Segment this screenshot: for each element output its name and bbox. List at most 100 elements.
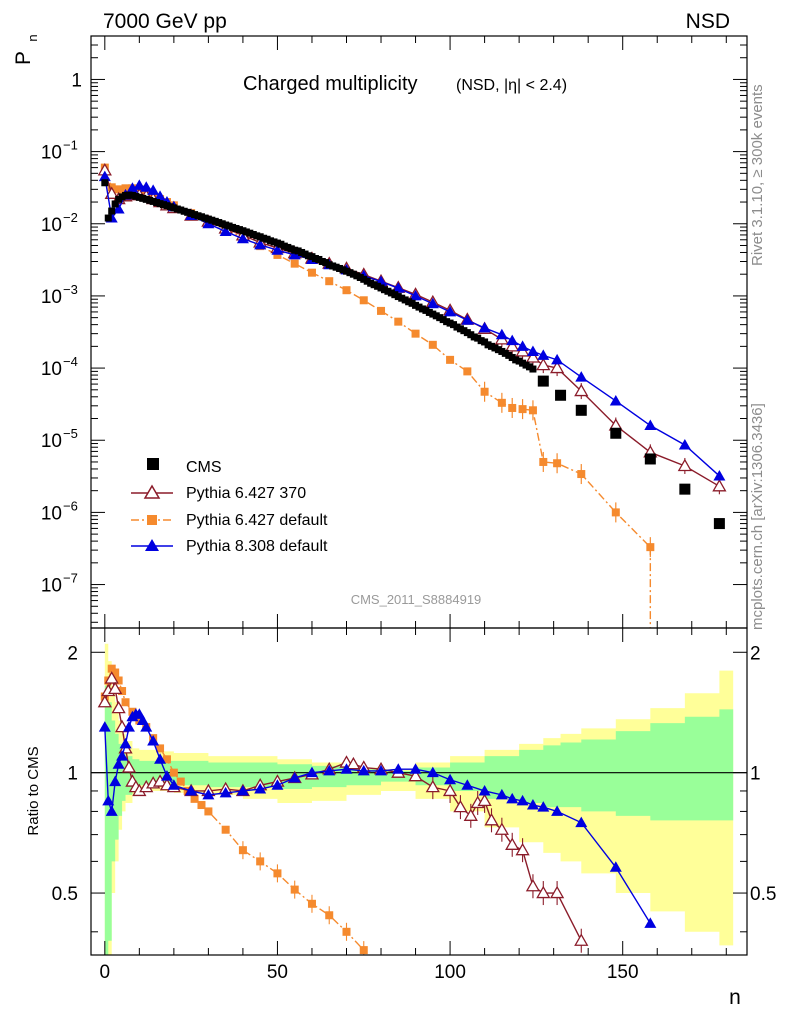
ratio-point-pythia8 xyxy=(392,763,405,774)
data-point-pythia8 xyxy=(609,394,622,406)
ratio-point-pythia8 xyxy=(537,801,550,812)
data-point-cms xyxy=(529,365,537,373)
main-chart-title: Charged multiplicity xyxy=(243,73,418,95)
ratio-point-pythia6-default xyxy=(221,825,230,834)
data-point-pythia8 xyxy=(254,238,267,250)
x-tick-label: 150 xyxy=(607,962,639,983)
data-point-pythia6-default xyxy=(359,296,368,305)
ratio-point-pythia8 xyxy=(609,861,622,872)
ratio-point-pythia8 xyxy=(461,779,474,790)
ratio-point-pythia6-370 xyxy=(536,885,551,899)
x-tick-label: 50 xyxy=(267,962,288,983)
ratio-point-pythia8 xyxy=(644,917,657,928)
data-point-pythia6-default xyxy=(463,367,472,376)
ratio-series-layer xyxy=(97,664,657,955)
data-point-cms xyxy=(644,453,656,465)
data-point-pythia6-default xyxy=(325,277,334,286)
data-point-pythia6-default xyxy=(377,306,386,315)
ratio-uncertainty-bands xyxy=(91,643,747,955)
x-tick-label: 100 xyxy=(434,962,466,983)
main-y-tick-exponent: −7 xyxy=(63,571,78,586)
data-point-pythia8 xyxy=(526,345,539,356)
ratio-point-pythia8 xyxy=(160,770,173,781)
ratio-point-pythia6-370 xyxy=(346,756,361,770)
ratio-point-pythia6-370 xyxy=(505,837,520,850)
ratio-point-pythia6-default xyxy=(121,698,130,707)
ratio-point-pythia6-default xyxy=(176,777,185,786)
ratio-point-pythia8 xyxy=(357,764,370,776)
ratio-point-pythia8 xyxy=(154,753,167,764)
ratio-y-tick-label: 0.5 xyxy=(52,884,78,905)
analysis-watermark: CMS_2011_S8884919 xyxy=(351,592,482,607)
ratio-point-pythia6-default xyxy=(273,869,282,878)
ratio-point-pythia8 xyxy=(409,763,422,774)
data-point-pythia6-default xyxy=(518,405,527,414)
legend-marker-cms xyxy=(147,458,159,470)
ratio-point-pythia8 xyxy=(506,792,519,804)
data-point-pythia8 xyxy=(644,419,657,431)
legend-label-pythia6-default: Pythia 6.427 default xyxy=(186,512,328,529)
ratio-point-pythia8 xyxy=(271,779,284,790)
data-point-pythia6-370 xyxy=(536,357,551,371)
data-point-pythia6-default xyxy=(553,459,562,468)
ratio-line-pythia6-default xyxy=(104,667,365,951)
data-point-pythia6-default xyxy=(411,329,420,338)
ratio-point-pythia8 xyxy=(147,734,160,746)
data-point-pythia6-default xyxy=(480,387,489,396)
data-point-pythia8 xyxy=(537,349,550,360)
ratio-point-pythia8 xyxy=(478,784,491,796)
data-point-pythia8 xyxy=(147,184,160,195)
ratio-point-pythia8 xyxy=(495,788,508,800)
data-point-pythia6-default xyxy=(611,508,620,517)
ratio-y-tick-label-right: 0.5 xyxy=(750,884,776,905)
ratio-point-pythia6-default xyxy=(111,668,120,677)
ratio-point-pythia6-370 xyxy=(97,694,112,708)
ratio-point-pythia6-370 xyxy=(463,808,478,821)
ratio-panel-frame xyxy=(90,627,748,956)
source-info-label: mcplots.cern.ch [arXiv:1306.3436] xyxy=(749,403,766,630)
ratio-y-tick-label-right: 1 xyxy=(750,764,761,785)
ratio-point-pythia6-370 xyxy=(515,842,530,856)
x-tick-label: 0 xyxy=(100,962,111,983)
ratio-point-pythia6-default xyxy=(325,911,334,920)
ratio-point-pythia6-default xyxy=(197,801,206,810)
ratio-point-pythia6-default xyxy=(118,687,127,696)
ratio-point-pythia6-370 xyxy=(574,933,589,946)
ratio-point-pythia8 xyxy=(305,766,318,778)
data-point-pythia8 xyxy=(506,334,519,346)
data-point-cms xyxy=(575,404,587,416)
ratio-point-pythia6-default xyxy=(342,927,351,936)
data-point-pythia6-default xyxy=(273,250,282,259)
ratio-point-pythia8 xyxy=(288,771,301,783)
data-point-cms xyxy=(537,375,549,387)
main-chart-subtitle: (NSD, |η| < 2.4) xyxy=(456,77,567,94)
ratio-point-pythia6-370 xyxy=(108,681,123,695)
data-point-pythia8 xyxy=(126,182,139,193)
ratio-point-pythia8 xyxy=(102,794,115,806)
main-series-layer xyxy=(97,163,727,628)
ratio-point-pythia6-370 xyxy=(121,760,137,773)
ratio-point-pythia6-default xyxy=(359,946,368,955)
main-axis-ticks: 10 −710 −610 −510 −410 −310 −210 −11 xyxy=(41,35,747,628)
ratio-point-pythia8 xyxy=(323,764,336,776)
data-point-pythia6-370 xyxy=(104,186,119,199)
ratio-point-pythia6-370 xyxy=(152,774,168,787)
main-y-tick-exponent: −6 xyxy=(63,498,78,513)
legend: CMS Pythia 6.427 370 Pythia 6.427 defaul… xyxy=(131,458,328,555)
data-point-cms xyxy=(101,179,109,187)
ratio-point-pythia6-default xyxy=(290,885,299,894)
data-point-cms xyxy=(713,518,725,530)
main-y-axis-label: P xyxy=(12,51,35,65)
main-y-tick-exponent: −4 xyxy=(63,354,78,369)
ratio-point-pythia6-default xyxy=(169,768,178,777)
data-point-pythia6-default xyxy=(528,406,537,415)
x-tick-labels: 0 50 100 150 xyxy=(100,962,639,983)
ratio-point-pythia6-370 xyxy=(549,885,565,899)
main-y-tick-label: 10 xyxy=(41,576,62,597)
ratio-point-pythia6-370 xyxy=(442,783,458,797)
ratio-point-pythia8 xyxy=(575,816,588,828)
ratio-point-pythia6-370 xyxy=(484,813,499,826)
data-point-pythia8 xyxy=(478,321,491,333)
data-point-pythia8 xyxy=(575,371,588,382)
ratio-point-pythia8 xyxy=(551,805,564,816)
